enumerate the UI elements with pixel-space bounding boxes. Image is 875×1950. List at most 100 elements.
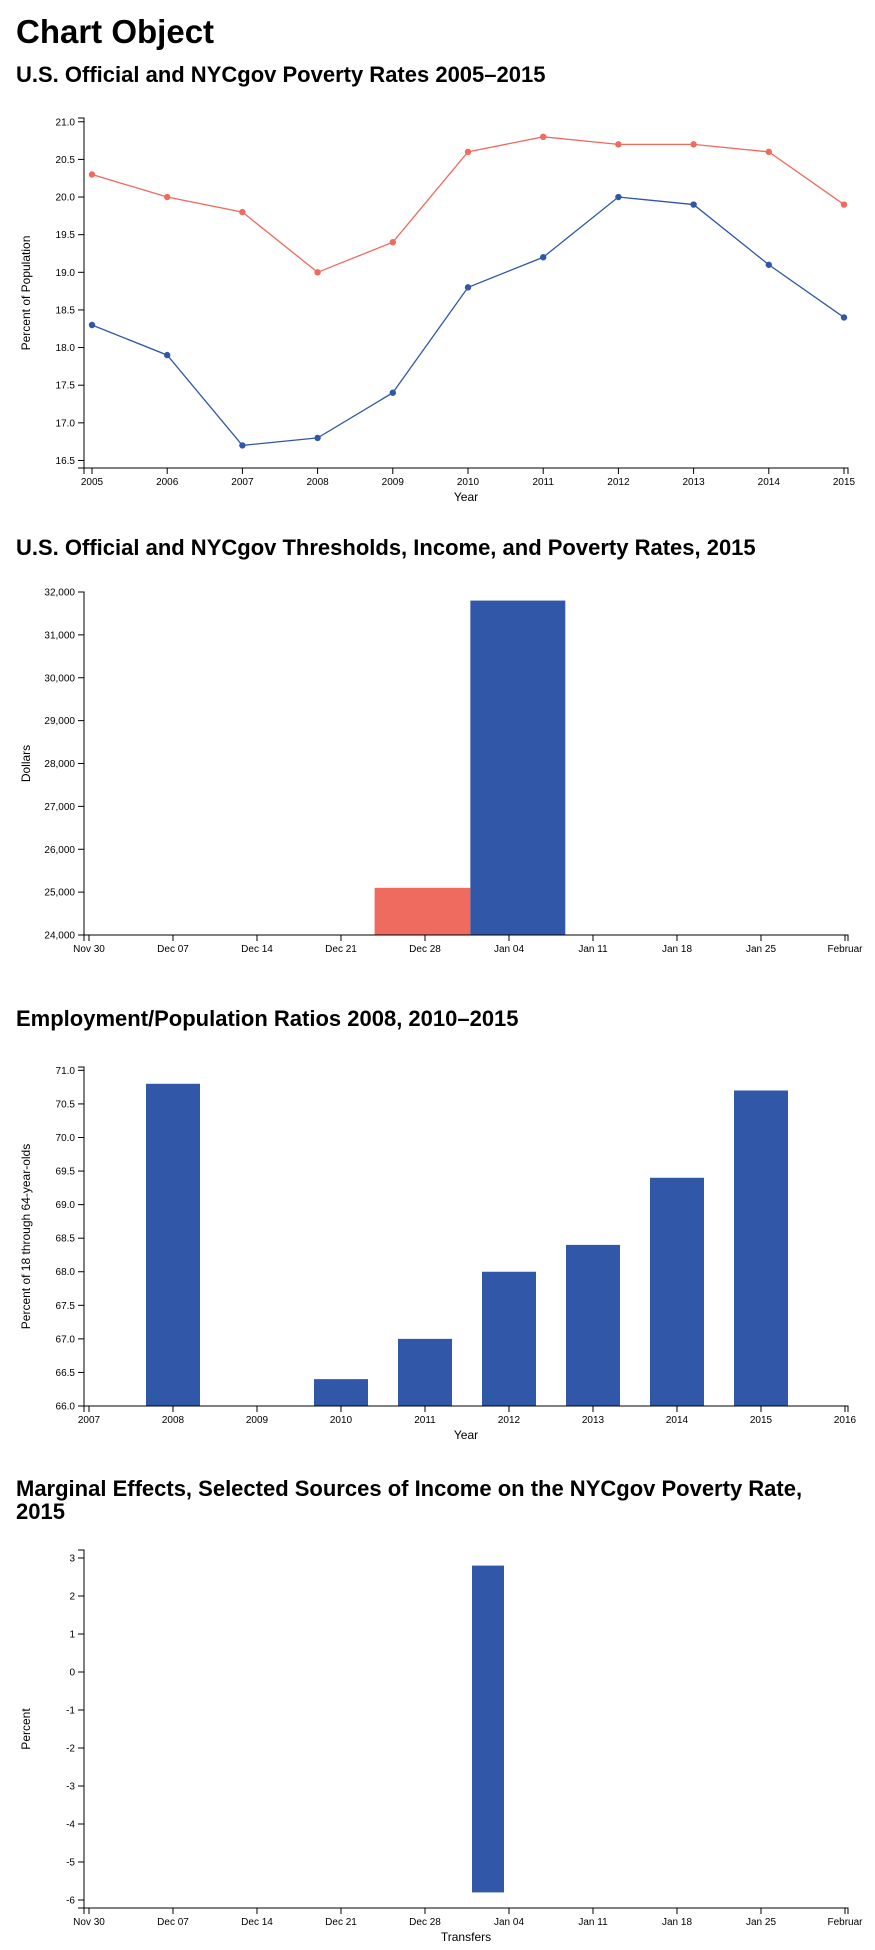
x-axis-title: Transfers [441, 1930, 491, 1944]
x-tick-label: Jan 18 [662, 1917, 692, 1928]
series-1-point [840, 201, 848, 208]
y-axis-title: Percent of Population [19, 236, 33, 351]
poverty-rates-line-chart: 16.5 17.0 17.5 18.0 18.5 19.0 19.5 20.0 20.5 21.0… [19, 117, 856, 504]
x-tick-label: Dec 07 [157, 944, 189, 955]
y-tick-label: 19.0 [56, 268, 76, 279]
bar [374, 887, 471, 935]
x-tick-label: 2012 [498, 1415, 521, 1426]
y-tick-label: 21.0 [56, 117, 76, 128]
y-tick-label: 71.0 [56, 1066, 76, 1077]
chart-2-title: U.S. Official and NYCgov Thresholds, Inc… [16, 535, 756, 560]
y-tick-label: -6 [66, 1896, 75, 1907]
y-tick-label: -2 [66, 1744, 75, 1755]
employment-ratio-bar-chart: 66.0 66.5 67.0 67.5 68.0 68.5 69.0 69.5 70.0 70.5… [19, 1066, 857, 1442]
series-2-point [690, 201, 697, 208]
x-tick-label: Februar [827, 1917, 863, 1928]
series-1-point [540, 133, 547, 141]
y-tick-label: 17.5 [56, 381, 76, 392]
y-tick-label: 69.5 [56, 1167, 76, 1178]
y-tick-label: 68.0 [56, 1267, 76, 1278]
thresholds-bar-chart: 24,000 25,000 26,000 27,000 28,000 29,000 30,0… [19, 588, 863, 956]
series-2-point [239, 442, 246, 449]
series-2-point [314, 434, 321, 442]
x-tick-label: 2014 [758, 477, 781, 488]
y-tick-label: 2 [69, 1592, 75, 1603]
series-1-point [615, 141, 622, 148]
y-tick-label: 3 [69, 1554, 75, 1565]
x-tick-label: 2015 [833, 477, 856, 488]
series-1-point [164, 193, 171, 201]
x-tick-label: Dec 28 [409, 944, 441, 955]
series-1-point [765, 148, 772, 156]
bar [650, 1177, 704, 1406]
y-tick-label: 67.0 [56, 1334, 76, 1345]
y-tick-label: 20.5 [56, 155, 76, 166]
x-tick-label: Jan 25 [746, 944, 776, 955]
y-tick-label: 70.5 [56, 1099, 76, 1110]
bar [482, 1271, 536, 1406]
y-tick-label: 66.5 [56, 1368, 76, 1379]
y-tick-label: -5 [66, 1858, 75, 1869]
page-title: Chart Object [16, 13, 215, 50]
series-2-point [464, 284, 472, 291]
y-tick-label: 29,000 [44, 716, 75, 727]
series-1-point [690, 141, 697, 148]
x-axis-line [83, 1405, 849, 1412]
series-2-point [164, 351, 171, 359]
y-tick-label: -1 [66, 1706, 75, 1717]
x-tick-label: 2011 [414, 1415, 436, 1426]
x-tick-label: 2009 [246, 1415, 269, 1426]
series-1-point [239, 208, 246, 216]
y-tick-label: 32,000 [44, 588, 75, 599]
chart-4-title: Marginal Effects, Selected Sources of In… [16, 1476, 803, 1524]
x-tick-label: 2009 [382, 477, 405, 488]
x-tick-label: Dec 21 [325, 1917, 357, 1928]
x-tick-label: 2015 [750, 1415, 773, 1426]
y-axis-line [78, 1549, 85, 1909]
y-tick-label: 24,000 [44, 931, 75, 942]
x-tick-label: Dec 07 [157, 1917, 189, 1928]
y-tick-label: 26,000 [44, 845, 75, 856]
y-tick-label: 30,000 [44, 673, 75, 684]
y-tick-label: 31,000 [44, 630, 75, 641]
x-tick-label: Februar [827, 944, 863, 955]
y-tick-label: 0 [69, 1668, 75, 1679]
series-1-point [464, 148, 472, 156]
y-axis-title: Percent [19, 1708, 33, 1750]
series-2-point [389, 389, 396, 396]
bar [398, 1338, 452, 1406]
x-axis-title: Year [454, 490, 478, 504]
y-tick-label: -4 [66, 1820, 75, 1831]
x-tick-label: Jan 04 [494, 944, 524, 955]
chart-1-title: U.S. Official and NYCgov Poverty Rates 2… [16, 62, 546, 87]
y-tick-label: 19.5 [56, 230, 76, 241]
x-tick-label: Jan 25 [746, 1917, 776, 1928]
bar [314, 1379, 368, 1406]
x-axis-line [83, 467, 849, 474]
series-1-point [88, 171, 96, 178]
y-tick-label: 67.5 [56, 1301, 76, 1312]
y-tick-label: -3 [66, 1782, 75, 1793]
series-2-point [840, 314, 848, 321]
y-axis-title: Dollars [19, 745, 33, 782]
y-axis-line [78, 117, 85, 469]
y-tick-label: 69.0 [56, 1200, 76, 1211]
x-tick-label: 2008 [306, 477, 329, 488]
x-tick-label: 2011 [532, 477, 554, 488]
x-tick-label: 2014 [666, 1415, 689, 1426]
x-tick-label: Nov 30 [73, 944, 105, 955]
x-tick-label: 2008 [162, 1415, 185, 1426]
x-tick-label: Dec 21 [325, 944, 357, 955]
x-tick-label: Dec 14 [241, 944, 273, 955]
x-tick-label: Nov 30 [73, 1917, 105, 1928]
y-tick-label: 66.0 [56, 1402, 76, 1413]
y-tick-label: 25,000 [44, 888, 75, 899]
x-tick-label: 2007 [231, 477, 254, 488]
y-tick-label: 28,000 [44, 759, 75, 770]
x-tick-label: 2006 [156, 477, 179, 488]
x-tick-label: 2016 [834, 1415, 857, 1426]
x-tick-label: 2012 [607, 477, 630, 488]
y-tick-label: 68.5 [56, 1234, 76, 1245]
series-1-point [389, 238, 396, 246]
